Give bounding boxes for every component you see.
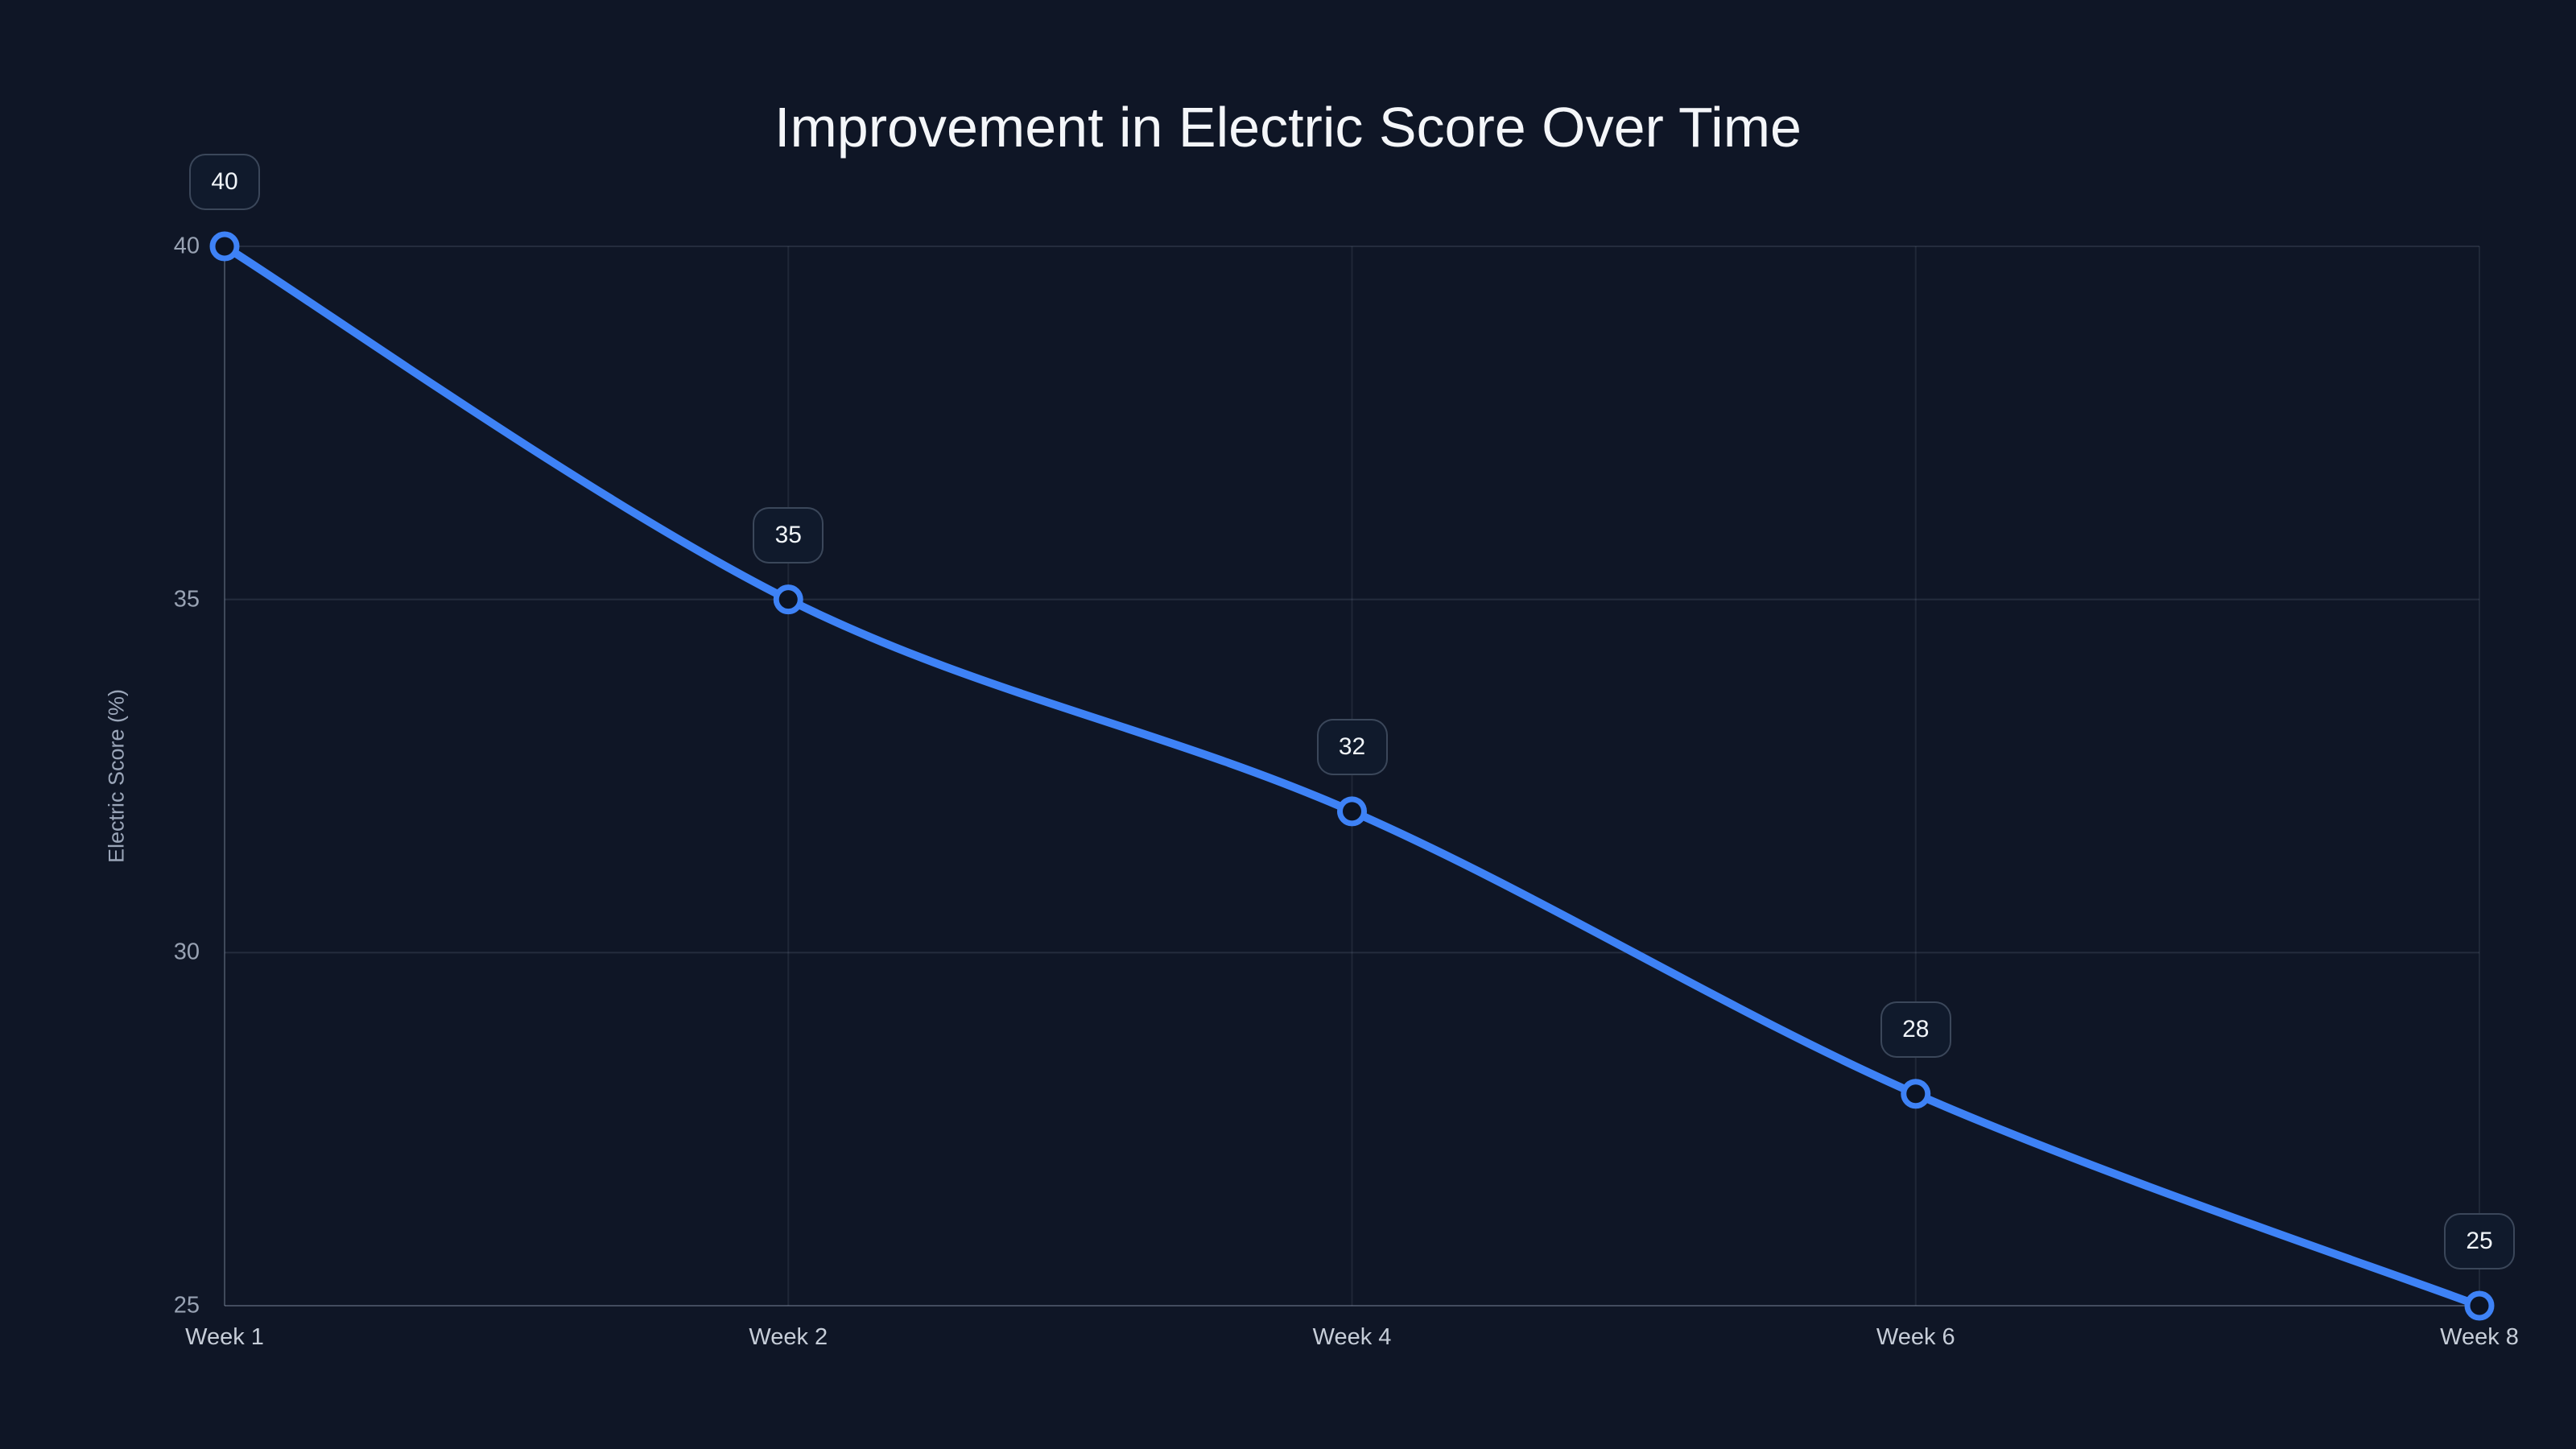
x-category-label: Week 4 xyxy=(1312,1324,1392,1350)
x-category-label: Week 6 xyxy=(1876,1324,1955,1350)
data-point-marker[interactable] xyxy=(1901,1079,1931,1109)
y-tick-label: 30 xyxy=(173,939,200,965)
point-value-badge: 35 xyxy=(753,506,824,564)
point-value-badge: 40 xyxy=(189,154,260,210)
chart-title: Improvement in Electric Score Over Time xyxy=(774,96,1802,159)
x-category-label: Week 1 xyxy=(185,1324,264,1350)
point-value-badge: 25 xyxy=(2444,1213,2515,1269)
y-tick-label: 25 xyxy=(173,1292,200,1319)
data-point-marker[interactable] xyxy=(209,231,240,262)
data-point-marker[interactable] xyxy=(2464,1290,2495,1321)
point-value-badge: 32 xyxy=(1316,718,1388,775)
data-point-marker[interactable] xyxy=(1337,796,1367,827)
data-point-marker[interactable] xyxy=(773,584,803,615)
x-category-label: Week 8 xyxy=(2440,1324,2519,1350)
x-category-label: Week 2 xyxy=(749,1324,828,1350)
y-tick-label: 35 xyxy=(173,586,200,613)
y-tick-label: 40 xyxy=(173,233,200,259)
point-value-badge: 28 xyxy=(1880,1001,1951,1058)
